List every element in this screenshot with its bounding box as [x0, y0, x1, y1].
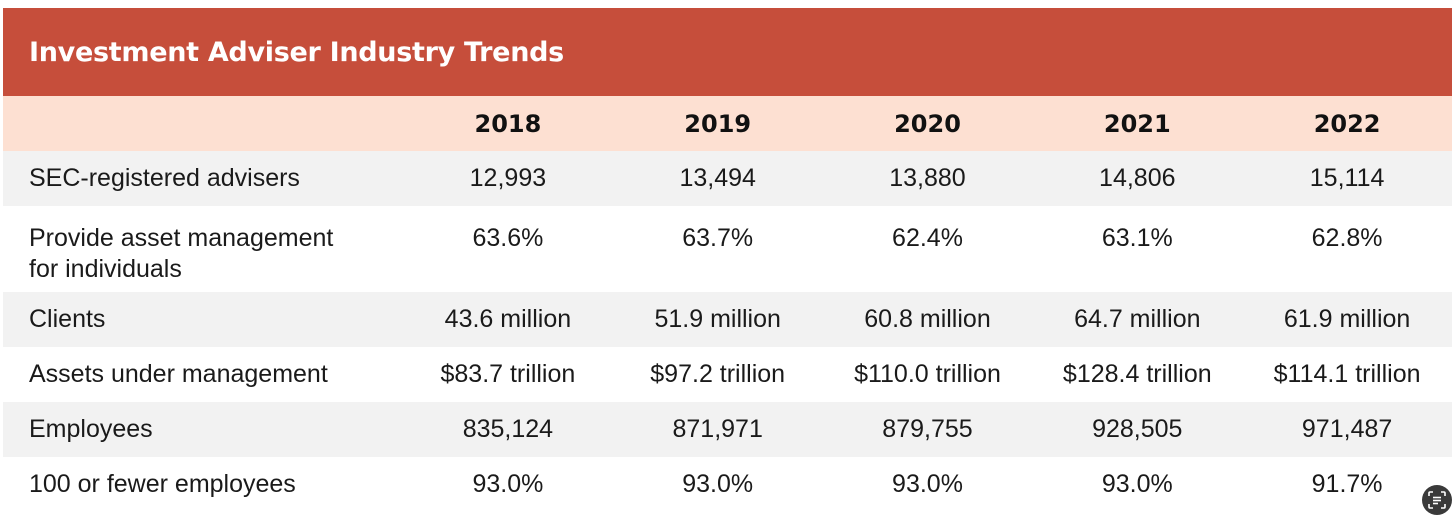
year-header: 2019: [684, 109, 752, 138]
table-row: 100 or fewer employees 93.0% 93.0% 93.0%…: [3, 457, 1452, 512]
table-cell: 928,505: [1092, 415, 1183, 443]
table-cell: 64.7 million: [1074, 305, 1201, 333]
table-cell: 93.0%: [1101, 470, 1173, 498]
row-label: Assets under management: [29, 360, 328, 388]
year-header: 2022: [1313, 109, 1381, 138]
year-header: 2018: [474, 109, 542, 138]
table-cell: 43.6 million: [444, 305, 572, 333]
table-row: SEC-registered advisers 12,993 13,494 13…: [3, 151, 1452, 206]
row-label-line: Provide asset management: [29, 224, 334, 252]
title-bar: Investment Adviser Industry Trends: [3, 8, 1452, 96]
table-cell: 91.7%: [1311, 470, 1383, 498]
row-label: SEC-registered advisers: [29, 164, 300, 192]
table-cell: 13,880: [889, 164, 966, 192]
table-cell: 835,124: [462, 415, 554, 443]
row-label: Provide asset management for individuals: [3, 206, 403, 292]
table-row: Provide asset management for individuals …: [3, 206, 1452, 292]
table-cell: $97.2 trillion: [650, 360, 786, 388]
table-row: Employees 835,124 871,971 879,755 928,50…: [3, 402, 1452, 457]
table-cell: 93.0%: [682, 470, 754, 498]
table-cell: 879,755: [882, 415, 973, 443]
row-label: Clients: [29, 305, 106, 333]
table-row: Assets under management $83.7 trillion $…: [3, 347, 1452, 402]
table-cell: 93.0%: [892, 470, 963, 498]
year-header: 2021: [1103, 109, 1171, 138]
header-corner-cell: [3, 96, 403, 151]
trends-table: 2018 2019 2020 2021 2022 SEC-registered …: [3, 96, 1452, 512]
year-header: 2020: [894, 109, 961, 138]
table-title: Investment Adviser Industry Trends: [29, 36, 564, 68]
row-label: 100 or fewer employees: [29, 470, 296, 498]
table-cell: 62.4%: [892, 224, 963, 252]
text-scan-icon-glyph: [1428, 491, 1446, 509]
table-cell: 61.9 million: [1283, 305, 1411, 333]
table-cell: 63.7%: [682, 224, 754, 252]
table-cell: 93.0%: [472, 470, 544, 498]
table-cell: $110.0 trillion: [854, 360, 1001, 388]
table-cell: 60.8 million: [864, 305, 991, 333]
table-cell: 51.9 million: [654, 305, 781, 333]
table-cell: 971,487: [1301, 415, 1393, 443]
table-cell: 14,806: [1099, 164, 1176, 192]
table-cell: $114.1 trillion: [1273, 360, 1421, 388]
table-cell: 871,971: [672, 415, 763, 443]
text-scan-icon[interactable]: [1422, 485, 1452, 515]
table-cell: 62.8%: [1311, 224, 1383, 252]
table-cell: 63.6%: [472, 224, 544, 252]
table-cell: 12,993: [469, 164, 547, 192]
table-cell: $128.4 trillion: [1062, 360, 1212, 388]
year-header-row: 2018 2019 2020 2021 2022: [3, 96, 1452, 151]
row-label: Employees: [29, 415, 153, 443]
table-cell: 15,114: [1309, 164, 1385, 192]
table-row: Clients 43.6 million 51.9 million 60.8 m…: [3, 292, 1452, 347]
data-table-card: Investment Adviser Industry Trends 2018 …: [3, 8, 1452, 518]
table-cell: 13,494: [679, 164, 756, 192]
table-cell: $83.7 trillion: [440, 360, 576, 388]
row-label-line: for individuals: [29, 255, 182, 283]
table-cell: 63.1%: [1101, 224, 1173, 252]
